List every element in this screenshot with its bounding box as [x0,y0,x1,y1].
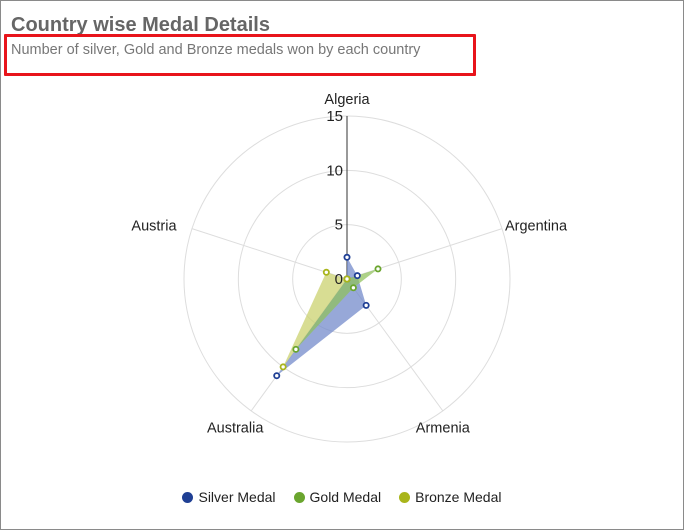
radar-points [273,253,382,380]
tick-label-0: 0 [335,271,343,288]
tick-label-5: 5 [335,217,343,234]
legend: Silver Medal Gold Medal Bronze Medal [0,486,684,508]
legend-item-bronze[interactable]: Bronze Medal [399,489,502,505]
legend-item-gold[interactable]: Gold Medal [293,489,382,505]
legend-marker-silver [182,491,194,503]
point-bronze-medal-austria [322,268,330,276]
category-label-argentina: Argentina [505,218,568,234]
point-gold-medal-australia [292,345,300,353]
area-bronze-medal [283,272,347,367]
legend-label-bronze: Bronze Medal [415,489,502,505]
category-label-australia: Australia [207,421,264,437]
spoke-austria [191,228,348,280]
legend-marker-gold [293,491,305,503]
point-silver-medal-australia [273,372,281,380]
radar-series-areas [276,257,378,376]
chart-subtitle: Number of silver, Gold and Bronze medals… [11,42,421,58]
legend-label-gold: Gold Medal [309,489,382,505]
tick-label-10: 10 [326,162,343,179]
point-silver-medal-armenia [362,301,370,309]
category-label-armenia: Armenia [416,421,471,437]
category-label-austria: Austria [131,218,177,234]
point-bronze-medal-armenia [343,275,351,283]
point-gold-medal-argentina [374,265,382,273]
point-silver-medal-algeria [343,253,351,261]
chart-title: Country wise Medal Details [11,14,270,36]
legend-marker-bronze [399,491,411,503]
radar-category-labels: Algeria Argentina Armenia Australia Austria [131,92,568,437]
tick-label-15: 15 [326,108,343,125]
category-label-algeria: Algeria [324,92,370,108]
legend-item-silver[interactable]: Silver Medal [182,489,276,505]
point-gold-medal-armenia [349,284,357,292]
point-silver-medal-argentina [353,272,361,280]
subtitle-highlight-box [4,34,476,76]
legend-label-silver: Silver Medal [198,489,276,505]
point-bronze-medal-australia [279,363,287,371]
radar-tick-labels: 0 5 10 15 [326,108,343,288]
